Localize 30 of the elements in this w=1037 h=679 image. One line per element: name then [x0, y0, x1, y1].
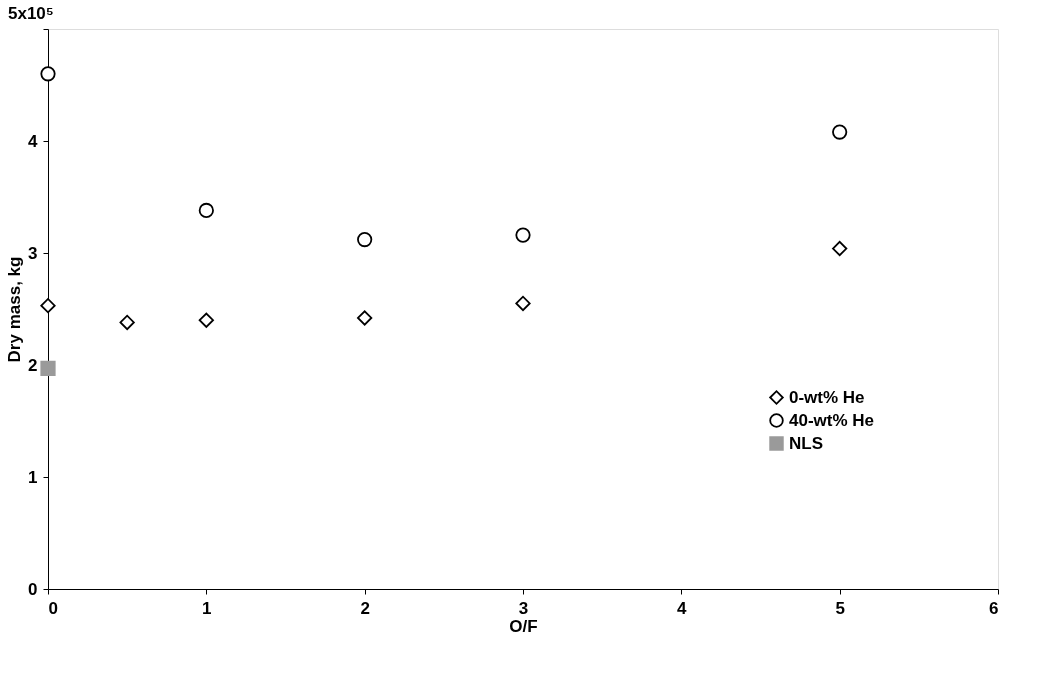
- point: [832, 124, 848, 140]
- point: [515, 295, 531, 312]
- point: [40, 298, 56, 314]
- x-tick-label: 6: [989, 598, 999, 618]
- x-tick-label: 4: [677, 598, 688, 618]
- legend-label: NLS: [789, 433, 823, 453]
- legend-label: 0-wt% He: [789, 387, 865, 407]
- x-tick-label: 0: [48, 598, 58, 618]
- point: [198, 312, 214, 328]
- legend-label: 40-wt% He: [789, 410, 875, 430]
- point: [357, 310, 373, 326]
- x-tick-label: 2: [360, 598, 370, 618]
- y-tick-label: 4: [28, 131, 39, 151]
- y-tick-label: 2: [28, 355, 38, 375]
- point: [40, 66, 56, 82]
- x-axis-title: O/F: [509, 616, 538, 636]
- point: [119, 314, 135, 331]
- point: [832, 240, 848, 257]
- x-tick-label: 1: [202, 598, 212, 618]
- text: 5x10⁵: [8, 4, 54, 23]
- y-tick-label: 1: [28, 467, 38, 487]
- point: [515, 227, 531, 243]
- x-tick-label: 3: [518, 598, 529, 618]
- point: [357, 231, 373, 248]
- y-tick-label: 0: [28, 579, 38, 599]
- x-tick-label: 5: [835, 598, 845, 618]
- y-tick-label: 3: [28, 243, 38, 263]
- point: [40, 360, 56, 376]
- point: [198, 202, 214, 219]
- y-axis-title: Dry mass, kg: [5, 256, 25, 363]
